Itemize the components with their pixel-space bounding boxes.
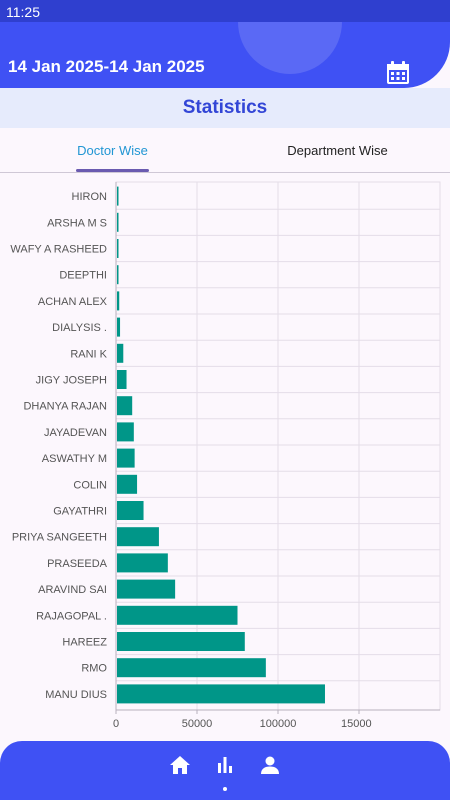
- bar-category-label: ARAVIND SAI: [38, 584, 107, 596]
- tab-bar: Doctor Wise Department Wise: [0, 128, 450, 173]
- bar-category-label: HIRON: [72, 191, 108, 203]
- x-tick-label: 0: [113, 718, 119, 730]
- bar: [117, 448, 135, 468]
- tab-department-wise[interactable]: Department Wise: [287, 142, 388, 158]
- bottom-nav: [0, 741, 450, 800]
- bar-category-label: HAREEZ: [62, 637, 107, 649]
- bar: [117, 422, 134, 442]
- bar-category-label: MANU DIUS: [45, 689, 107, 701]
- bar: [117, 658, 266, 678]
- bar-category-label: RANI K: [70, 348, 107, 360]
- bar: [117, 605, 238, 625]
- bar: [117, 632, 245, 651]
- bar: [117, 265, 119, 285]
- bar-category-label: PRASEEDA: [47, 558, 108, 570]
- calendar-icon[interactable]: [385, 60, 411, 86]
- x-tick-label: 100000: [260, 718, 297, 730]
- bar: [117, 186, 119, 206]
- page-title: Statistics: [182, 97, 268, 118]
- bar-category-label: ACHAN ALEX: [38, 296, 108, 308]
- header-decoration: [238, 22, 342, 74]
- bar: [117, 579, 176, 599]
- bar-category-label: JIGY JOSEPH: [36, 375, 107, 387]
- x-tick-label: 15000: [341, 718, 372, 730]
- tab-doctor-wise[interactable]: Doctor Wise: [77, 142, 148, 158]
- bar: [117, 291, 120, 311]
- bar-category-label: PRIYA SANGEETH: [12, 532, 107, 544]
- status-time: 11:25: [6, 4, 40, 20]
- bar-category-label: DIALYSIS .: [52, 322, 107, 334]
- status-bar: 11:25: [0, 0, 450, 22]
- bar-category-label: WAFY A RASHEED: [10, 244, 107, 256]
- title-band: Statistics: [0, 88, 450, 128]
- bar: [117, 684, 325, 704]
- chart-svg: HIRON ARSHA M S WAFY A RASHEED DEEPTHI ACHAN…: [10, 181, 441, 730]
- bar: [117, 212, 119, 232]
- doctor-bar-chart: HIRON ARSHA M S WAFY A RASHEED DEEPTHI ACHAN…: [0, 174, 450, 740]
- bar: [117, 343, 124, 363]
- bar: [117, 553, 168, 573]
- bar: [117, 527, 159, 547]
- bar: [117, 474, 138, 494]
- bar-category-label: ASWATHY M: [42, 453, 107, 465]
- bar: [117, 501, 144, 520]
- app-header: 14 Jan 2025-14 Jan 2025: [0, 22, 450, 88]
- date-range-text: 14 Jan 2025-14 Jan 2025: [8, 57, 205, 76]
- bar-category-label: GAYATHRI: [53, 506, 107, 518]
- x-tick-label: 50000: [182, 718, 213, 730]
- bar-category-label: DEEPTHI: [59, 270, 107, 282]
- bar-category-label: ARSHA M S: [47, 217, 107, 229]
- person-icon[interactable]: [258, 753, 282, 777]
- bar-chart-icon[interactable]: [213, 753, 237, 777]
- nav-active-indicator: [223, 787, 227, 791]
- bar-category-label: RAJAGOPAL .: [36, 610, 107, 622]
- bar-category-label: RMO: [81, 663, 107, 675]
- bar: [117, 317, 121, 337]
- home-icon[interactable]: [168, 753, 192, 777]
- bar-category-label: DHANYA RAJAN: [23, 401, 107, 413]
- bar: [117, 239, 119, 258]
- bar-category-label: COLIN: [73, 479, 107, 491]
- bar-category-label: JAYADEVAN: [44, 427, 107, 439]
- tab-indicator: [76, 169, 149, 172]
- bar: [117, 396, 133, 416]
- bar: [117, 370, 127, 389]
